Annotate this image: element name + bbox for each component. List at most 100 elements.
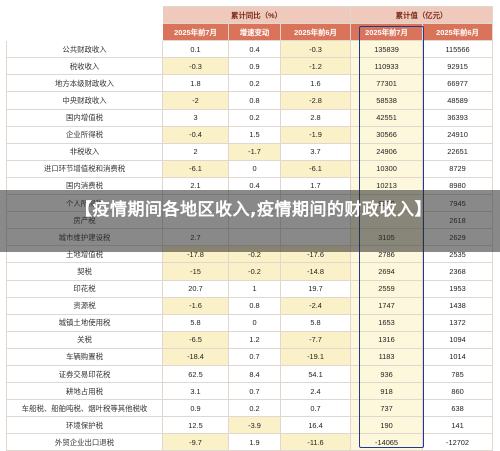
table-cell-c3: -14.8 [279,262,352,281]
table-cell-c3: 5.8 [279,313,352,332]
table-row: 车辆购置税 -18.4 0.7 -19.1 1183 1014 [6,347,494,366]
table-cell-c5: 66977 [422,74,494,93]
table-cell-c5: 24910 [422,125,494,144]
table-row: 地方本级财政收入 1.8 0.2 1.6 77301 66977 [6,74,494,93]
table-cell-c1: 12.5 [162,416,229,435]
row-label: 国内增值税 [6,108,163,127]
table-cell-c5: 1953 [422,279,494,298]
table-cell-c3: -11.6 [279,433,352,451]
row-label: 非税收入 [6,142,163,161]
table-cell-c4: 1747 [350,296,424,315]
table-cell-c4: 1316 [350,330,424,349]
row-label: 城镇土地使用税 [6,313,163,332]
table-cell-c2: 1.2 [228,330,281,349]
table-cell-c5: 141 [422,416,494,435]
table-cell-c4: 737 [350,399,424,418]
table-cell-c2: 0.7 [228,347,281,366]
table-cell-c5: 1438 [422,296,494,315]
table-cell-c5: 785 [422,364,494,384]
table-row: 国内增值税 3 0.2 2.8 42551 36393 [6,108,494,127]
table-cell-c5: 1372 [422,313,494,332]
row-label: 税收收入 [6,57,163,76]
row-label: 印花税 [6,279,163,298]
col-header-yoy-jan-jun: 2025年前6月 [279,23,352,42]
table-cell-c5: 36393 [422,108,494,127]
table-cell-c3: 1.6 [279,74,352,93]
table-cell-c1: -15 [162,262,229,281]
table-cell-c5: 860 [422,382,494,401]
table-cell-c5: 8729 [422,159,494,178]
table-cell-c3: -1.9 [279,125,352,144]
table-cell-c4: 10300 [350,159,424,178]
row-label: 中央财政收入 [6,91,163,110]
table-cell-c1: -1.6 [162,296,229,315]
table-cell-c1: 1.8 [162,74,229,93]
table-cell-c5: 1094 [422,330,494,349]
table-cell-c1: -6.5 [162,330,229,349]
group-header-yoy: 累计同比（%） [161,5,352,25]
row-label: 地方本级财政收入 [6,74,163,93]
table-row: 证券交易印花税 62.5 8.4 54.1 936 785 [6,364,494,384]
row-label: 契税 [6,262,163,281]
col-header-yoy-jan-jul: 2025年前7月 [162,23,229,42]
table-cell-c1: -0.3 [162,57,229,76]
table-row: 车船税、船舶吨税、烟叶税等其他税收 0.9 0.2 0.7 737 638 [6,399,494,418]
table-cell-c2: 0.8 [228,296,281,315]
table-cell-c1: 0.9 [162,399,229,418]
table-cell-c4: 30566 [350,125,424,144]
table-cell-c3: 0.7 [279,399,352,418]
table-row: 契税 -15 -0.2 -14.8 2694 2368 [6,262,494,281]
table-row: 税收收入 -0.3 0.9 -1.2 110933 92915 [6,57,494,76]
row-label: 证券交易印花税 [6,364,163,384]
table-row: 城镇土地使用税 5.8 0 5.8 1653 1372 [6,313,494,332]
table-cell-c2: 8.4 [228,364,281,384]
table-cell-c2: 0.8 [228,91,281,110]
table-row: 环境保护税 12.5 -3.9 16.4 190 141 [6,416,494,435]
table-cell-c3: 54.1 [279,364,352,384]
table-cell-c2: -1.7 [228,142,281,161]
table-row: 耕地占用税 3.1 0.7 2.4 918 860 [6,382,494,401]
table-cell-c1: -0.4 [162,125,229,144]
table-cell-c4: 135839 [350,40,424,59]
table-row: 企业所得税 -0.4 1.5 -1.9 30566 24910 [6,125,494,144]
table-cell-c1: -9.7 [162,433,229,451]
row-label: 资源税 [6,296,163,315]
table-cell-c4: 24906 [350,142,424,161]
table-cell-c3: -19.1 [279,347,352,366]
table-row: 进口环节增值税和消费税 -6.1 0 -6.1 10300 8729 [6,159,494,178]
table-cell-c3: -2.4 [279,296,352,315]
group-header-row: 累计同比（%） 累计值（亿元） [6,5,494,25]
table-row: 关税 -6.5 1.2 -7.7 1316 1094 [6,330,494,349]
table-row: 外贸企业出口退税 -9.7 1.9 -11.6 -14065 -12702 [6,433,494,451]
row-label: 耕地占用税 [6,382,163,401]
table-cell-c4: 1183 [350,347,424,366]
row-label: 外贸企业出口退税 [6,433,163,451]
table-cell-c1: 2 [162,142,229,161]
table-cell-c5: 638 [422,399,494,418]
row-label: 环境保护税 [6,416,163,435]
table-cell-c2: 0 [228,313,281,332]
table-cell-c2: -3.9 [228,416,281,435]
table-cell-c4: 190 [350,416,424,435]
table-cell-c2: 0.7 [228,382,281,401]
table-cell-c3: -7.7 [279,330,352,349]
table-row: 资源税 -1.6 0.8 -2.4 1747 1438 [6,296,494,315]
col-header-value-jan-jun: 2025年前6月 [422,23,494,42]
table-cell-c4: 918 [350,382,424,401]
table-cell-c1: -18.4 [162,347,229,366]
table-cell-c2: 0.4 [228,40,281,59]
table-cell-c5: 48589 [422,91,494,110]
table-cell-c2: 0 [228,159,281,178]
table-cell-c2: 0.2 [228,74,281,93]
header-blank-cell [6,5,163,25]
table-cell-c3: 3.7 [279,142,352,161]
table-cell-c2: 1.9 [228,433,281,451]
table-row: 公共财政收入 0.1 0.4 -0.3 135839 115566 [6,40,494,59]
table-cell-c1: 5.8 [162,313,229,332]
table-cell-c3: -6.1 [279,159,352,178]
table-row: 非税收入 2 -1.7 3.7 24906 22651 [6,142,494,161]
table-cell-c2: 0.2 [228,399,281,418]
row-label: 车辆购置税 [6,347,163,366]
col-header-growth-change: 增速变动 [228,23,281,42]
